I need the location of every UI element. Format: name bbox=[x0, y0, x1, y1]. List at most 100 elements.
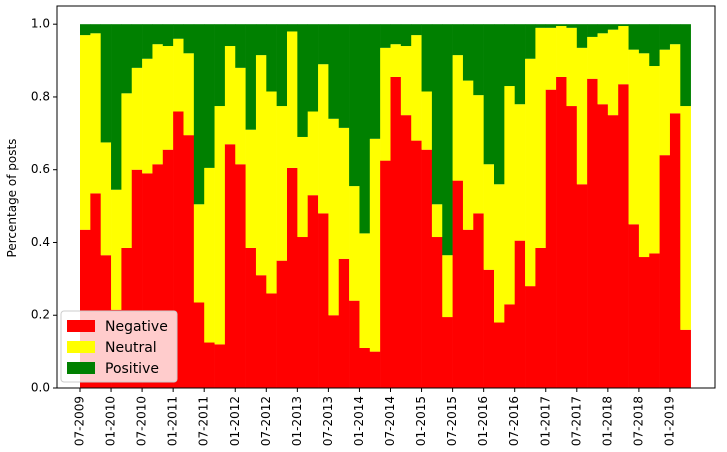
bar-segment bbox=[307, 195, 319, 388]
bar-segment bbox=[545, 27, 557, 90]
bar-segment bbox=[307, 111, 319, 196]
bar-segment bbox=[618, 84, 629, 388]
bar-segment bbox=[411, 140, 422, 388]
bar-segment bbox=[245, 129, 257, 248]
bar-segment bbox=[452, 180, 464, 388]
legend-label: Neutral bbox=[105, 340, 157, 356]
bar-segment bbox=[400, 46, 412, 116]
bar-segment bbox=[318, 213, 329, 388]
bar-segment bbox=[276, 106, 288, 261]
bar-segment bbox=[514, 24, 526, 105]
x-tick-label: 01-2013 bbox=[290, 396, 304, 446]
bar-segment bbox=[669, 44, 681, 114]
bar-segment bbox=[152, 24, 164, 45]
bar-segment bbox=[111, 189, 122, 310]
bar-segment bbox=[369, 351, 381, 388]
bar-segment bbox=[556, 24, 567, 27]
bar-segment bbox=[318, 24, 329, 65]
y-tick-label: 0.0 bbox=[31, 381, 50, 395]
bar-segment bbox=[607, 115, 619, 389]
bar-segment bbox=[494, 322, 505, 388]
x-tick-label: 07-2014 bbox=[383, 396, 397, 446]
bar-segment bbox=[142, 24, 153, 59]
bar-segment bbox=[659, 24, 671, 50]
bar-segment bbox=[162, 149, 174, 388]
y-tick-label: 0.8 bbox=[31, 89, 50, 103]
x-tick-label: 07-2010 bbox=[135, 396, 149, 446]
bar-segment bbox=[669, 24, 681, 45]
bar-segment bbox=[390, 24, 402, 45]
bar-segment bbox=[411, 35, 422, 141]
bar-segment bbox=[162, 24, 174, 47]
x-tick-label: 07-2015 bbox=[445, 396, 459, 446]
bar-segment bbox=[297, 136, 308, 238]
bar-segment bbox=[659, 49, 671, 156]
bar-segment bbox=[80, 229, 91, 388]
bar-segment bbox=[556, 26, 567, 77]
bar-segment bbox=[245, 247, 257, 388]
x-tick-label: 07-2017 bbox=[569, 396, 583, 446]
bar-segment bbox=[390, 76, 402, 388]
bar-segment bbox=[545, 89, 557, 388]
x-tick-label: 01-2019 bbox=[662, 396, 676, 446]
bar-segment bbox=[607, 24, 619, 30]
bar-segment bbox=[224, 46, 236, 145]
bar-segment bbox=[649, 253, 660, 388]
bar-segment bbox=[421, 24, 433, 92]
bar-segment bbox=[338, 24, 350, 128]
bar-segment bbox=[452, 55, 464, 181]
bar-segment bbox=[173, 24, 184, 39]
x-tick-label: 07-2012 bbox=[259, 396, 273, 446]
y-tick-label: 1.0 bbox=[31, 17, 50, 31]
bar-segment bbox=[597, 33, 609, 105]
plot-frame bbox=[56, 5, 716, 389]
bar-segment bbox=[514, 240, 526, 388]
bar-segment bbox=[235, 164, 246, 388]
legend-label: Negative bbox=[105, 319, 168, 335]
x-tick-label: 01-2011 bbox=[166, 396, 180, 446]
bar-segment bbox=[576, 47, 588, 185]
bar-segment bbox=[204, 342, 215, 388]
bar-segment bbox=[349, 300, 360, 388]
bar-segment bbox=[411, 24, 422, 36]
x-tick-label: 07-2013 bbox=[321, 396, 335, 446]
y-tick-label: 0.2 bbox=[31, 308, 50, 322]
bar-segment bbox=[587, 24, 598, 37]
bar-segment bbox=[204, 24, 215, 168]
bar-segment bbox=[421, 149, 433, 388]
y-tick-label: 0.6 bbox=[31, 162, 50, 176]
bar-segment bbox=[431, 24, 443, 205]
bar-segment bbox=[338, 127, 350, 259]
bar-segment bbox=[452, 24, 464, 56]
bar-segment bbox=[193, 302, 205, 388]
bar-segment bbox=[111, 24, 122, 190]
bar-segment bbox=[276, 24, 288, 107]
bar-segment bbox=[597, 24, 609, 34]
bar-segment bbox=[504, 24, 515, 87]
x-tick-label: 01-2015 bbox=[414, 396, 428, 446]
bar-segment bbox=[318, 64, 329, 214]
bar-segment bbox=[566, 27, 578, 107]
bar-segment bbox=[235, 67, 246, 165]
bar-segment bbox=[483, 24, 495, 165]
bar-segment bbox=[255, 275, 267, 388]
bar-segment bbox=[152, 44, 164, 165]
bar-segment bbox=[90, 24, 101, 34]
x-tick-label: 01-2012 bbox=[228, 396, 242, 446]
bar-segment bbox=[142, 173, 153, 388]
bar-segment bbox=[349, 186, 360, 301]
bar-segment bbox=[255, 24, 267, 56]
x-tick-label: 07-2018 bbox=[631, 396, 645, 446]
bar-segment bbox=[193, 24, 205, 205]
x-tick-label: 01-2016 bbox=[476, 396, 490, 446]
bar-segment bbox=[473, 95, 484, 214]
bar-segment bbox=[307, 24, 319, 112]
bar-segment bbox=[680, 24, 691, 107]
x-tick-label: 01-2014 bbox=[352, 396, 366, 446]
bar-segment bbox=[514, 104, 526, 241]
bar-segment bbox=[266, 293, 277, 388]
bar-segment bbox=[442, 24, 453, 256]
bar-segment bbox=[525, 24, 536, 59]
bar-segment bbox=[297, 24, 308, 137]
